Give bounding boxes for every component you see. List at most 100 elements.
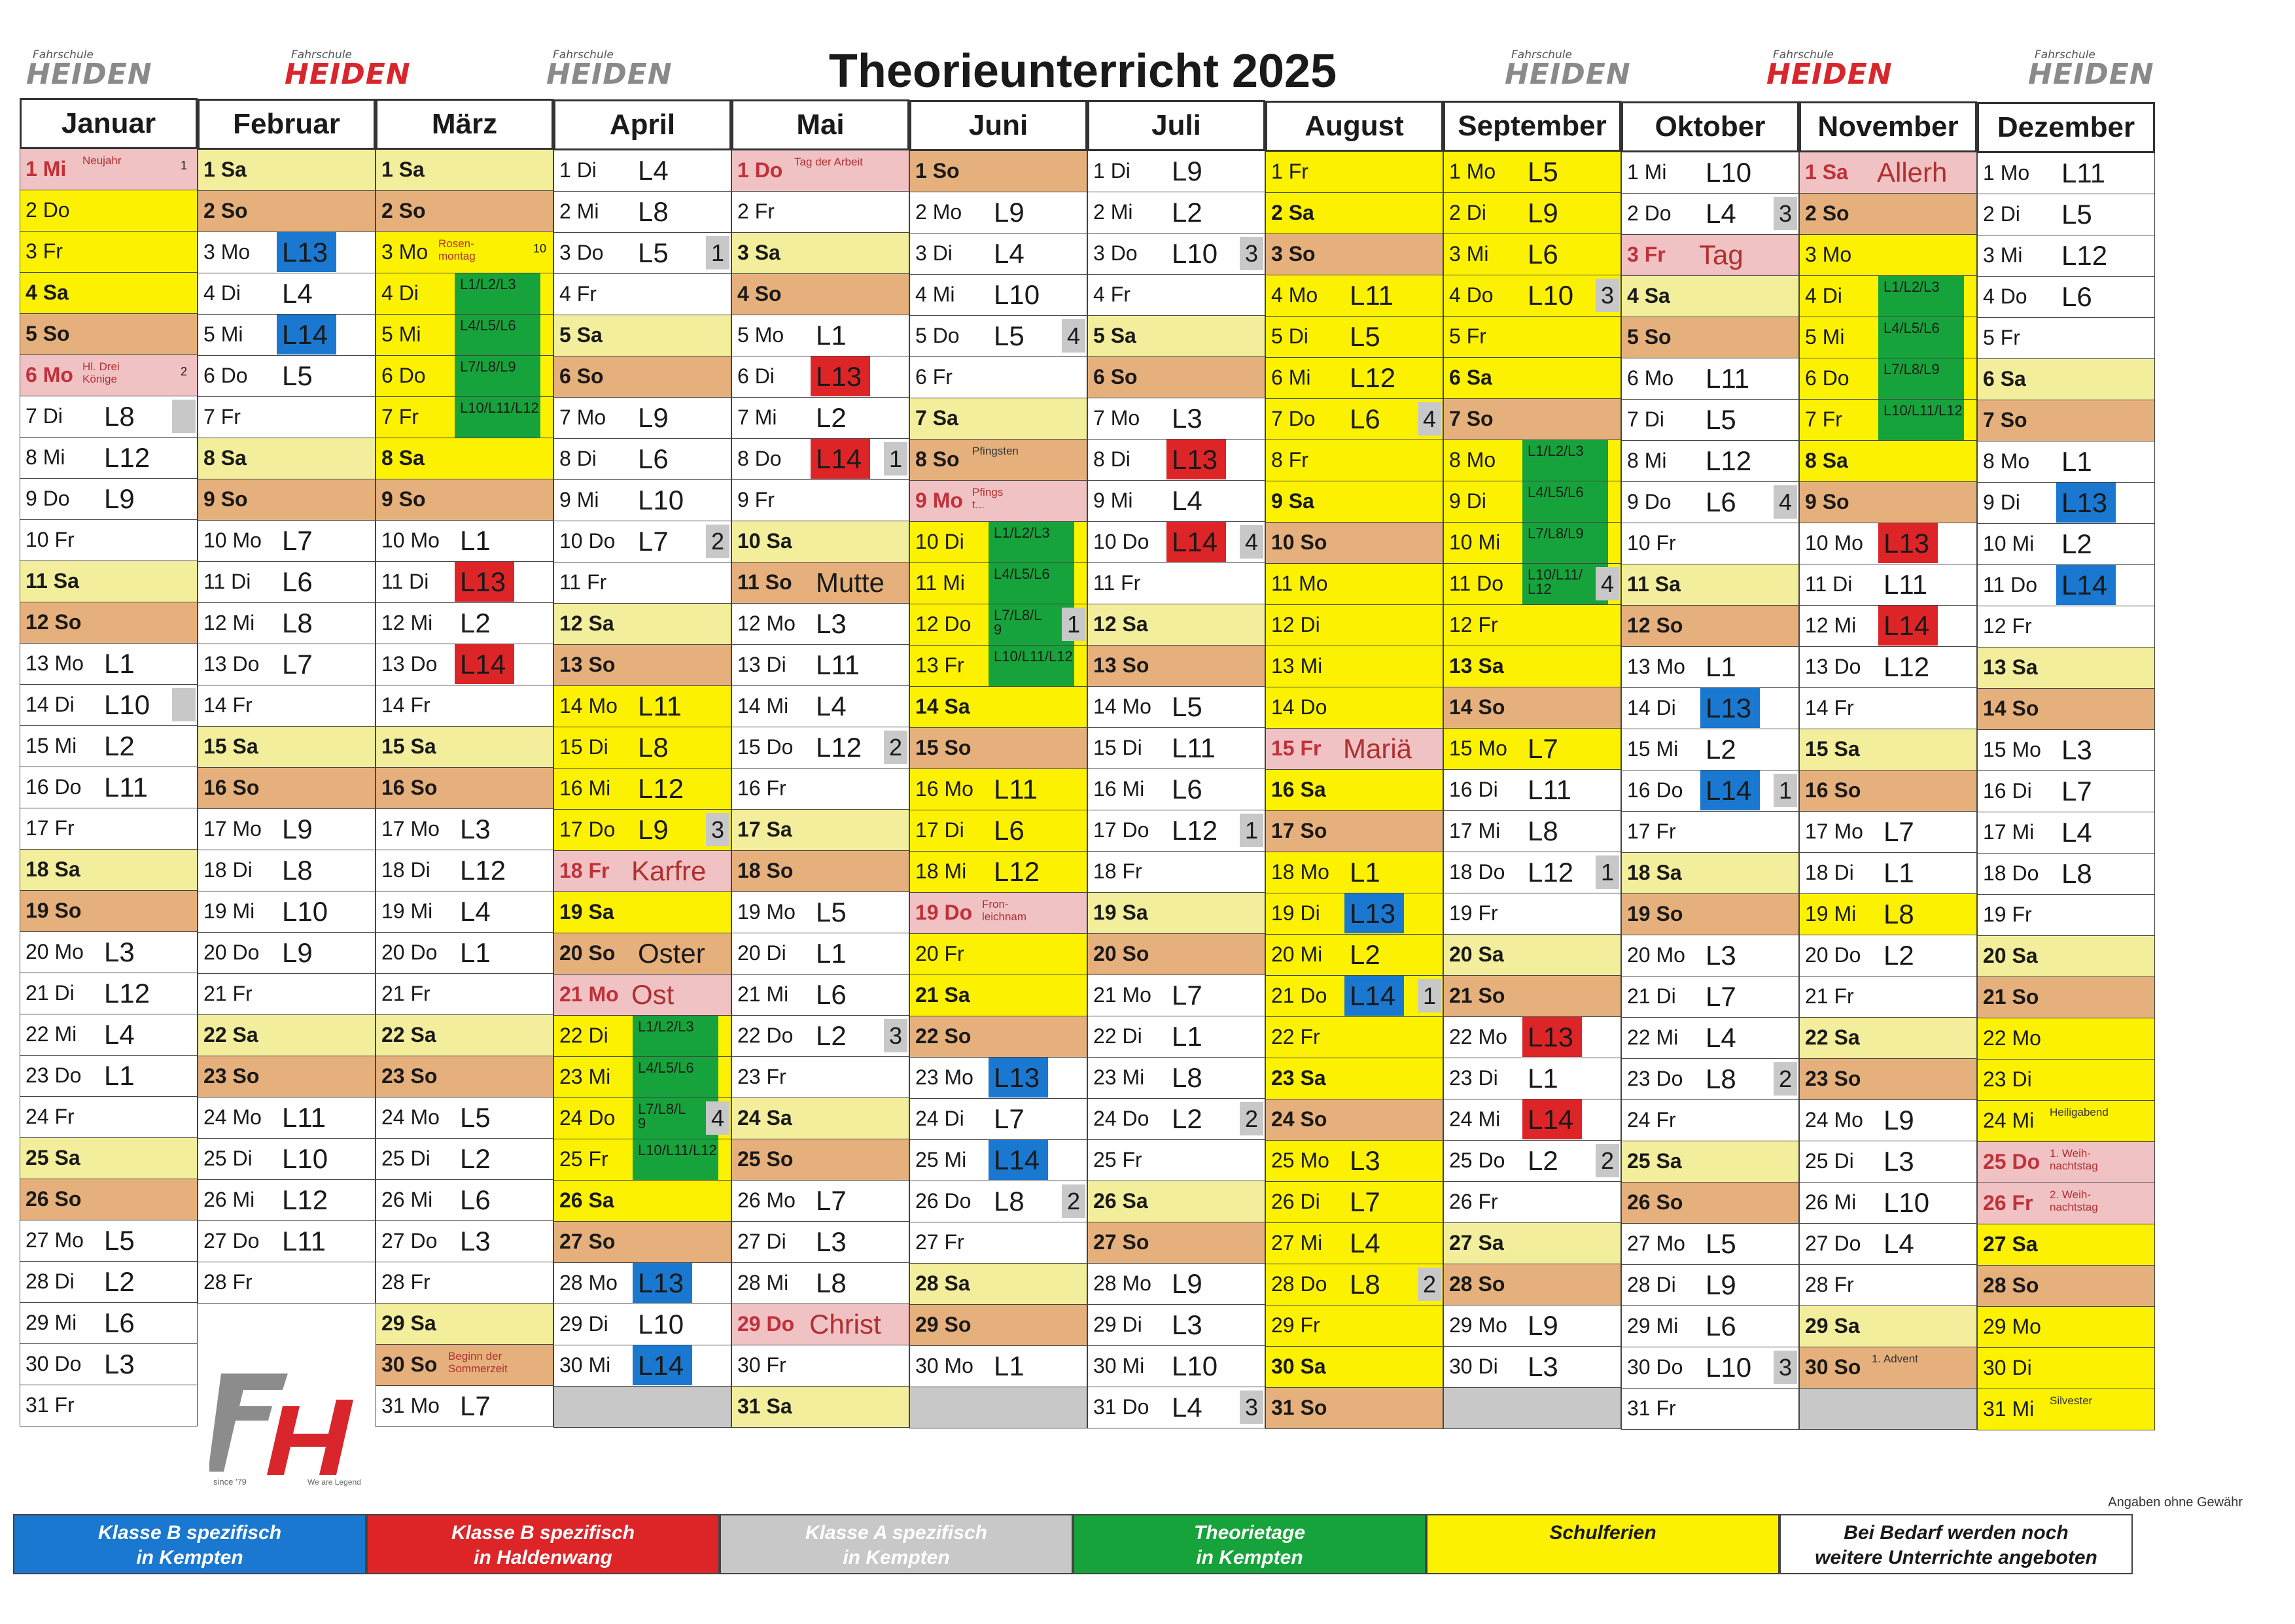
month-column: Januar 1 Mi Neujahr 1 2 Do 3 Fr 4 Sa 5 So 6 Mo Hl…: [20, 98, 198, 1426]
day-cell: 3 Do L10 3: [1087, 233, 1265, 275]
day-label: 21 Sa: [915, 983, 970, 1007]
lesson-label: L11: [2061, 158, 2105, 188]
day-label: 18 Di: [1805, 861, 1854, 884]
day-label: 6 Do: [1805, 366, 1849, 390]
lesson-badge: L14: [1700, 770, 1760, 810]
day-label: 4 Do: [1983, 285, 2027, 308]
day-cell: 14 Fr: [1799, 688, 1977, 729]
day-label: 8 So: [915, 447, 960, 471]
lesson-label: L12: [1172, 815, 1218, 846]
day-cell: 15 Sa: [198, 727, 376, 768]
day-label: 9 Mi: [559, 488, 599, 511]
lesson-label: L4: [1172, 485, 1202, 516]
day-label: 15 Sa: [381, 734, 436, 758]
day-cell: 24 So: [1265, 1099, 1443, 1141]
day-cell: 6 Do L5: [198, 356, 376, 397]
day-label: 23 Mi: [1093, 1065, 1145, 1089]
day-cell: 30 Do L3: [20, 1344, 198, 1385]
day-cell: 14 So: [1977, 689, 2155, 730]
day-cell: 27 Mi L4: [1265, 1223, 1443, 1264]
day-cell: 16 Fr: [731, 769, 909, 810]
lesson-label: Mariä: [1343, 733, 1412, 764]
day-cell: 15 Di L8: [553, 727, 731, 769]
month-column: Dezember 1 Mo L11 2 Di L5 3 Mi L12 4 Do L6 5 Fr 6 …: [1977, 102, 2155, 1430]
fh-tagline: We are Legend: [307, 1477, 361, 1487]
day-label: 12 Sa: [1093, 612, 1148, 636]
day-label: 18 Fr: [1093, 859, 1142, 883]
day-cell: 22 Fr: [1265, 1017, 1443, 1058]
day-cell: 12 Fr: [1443, 605, 1621, 646]
day-label: 29 Fr: [1271, 1313, 1320, 1337]
day-cell: 1 Di L4: [553, 150, 731, 192]
lesson-label: L4: [816, 691, 847, 721]
day-label: 18 Do: [1449, 860, 1505, 884]
day-label: 5 So: [1627, 325, 1672, 349]
day-label: 29 Mo: [1449, 1313, 1507, 1337]
day-cell: 6 Do L7/L8/L9: [376, 356, 553, 397]
day-label: 19 So: [1627, 902, 1683, 925]
day-label: 17 Mo: [203, 817, 262, 840]
day-cell: 2 So: [1799, 194, 1977, 235]
day-label: 26 Do: [915, 1189, 972, 1213]
month-column: April 1 Di L4 2 Mi L8 3 Do L5 1 4 Fr 5 Sa 6 So 7 Mo…: [553, 99, 731, 1428]
day-cell: 21 So: [1977, 977, 2155, 1018]
day-cell: 28 Fr: [198, 1262, 376, 1304]
lesson-badge: L1/L2/L3: [455, 273, 540, 314]
legend-item: Schulferien: [1426, 1514, 1779, 1574]
day-label: 4 Sa: [1627, 284, 1670, 307]
day-cell: 14 Mo L5: [1087, 687, 1265, 728]
day-label: 22 Sa: [381, 1023, 436, 1046]
lesson-label: L9: [638, 814, 669, 845]
day-cell: 25 Di L10: [198, 1139, 376, 1180]
day-cell: 20 Mo L3: [20, 932, 198, 973]
day-label: 22 Do: [737, 1024, 794, 1047]
day-cell: 2 Di L5: [1977, 194, 2155, 235]
week-number-marker: 2: [1240, 1102, 1263, 1135]
lesson-label: L9: [282, 937, 313, 968]
lesson-label: L11: [104, 772, 148, 803]
day-label: 17 Mo: [1805, 820, 1863, 843]
day-label: 19 Fr: [1983, 903, 2032, 926]
day-label: 20 Fr: [915, 942, 964, 965]
week-number-marker: 3: [1240, 237, 1263, 270]
day-label: 25 Sa: [26, 1146, 80, 1169]
lesson-badge: L14: [1166, 522, 1226, 562]
day-label: 10 Mi: [1449, 530, 1501, 554]
day-label: 17 Do: [1093, 818, 1149, 842]
lesson-badge: L10/L11/L12: [989, 646, 1074, 686]
month-header: Februar: [198, 99, 376, 150]
day-cell: 8 Fr: [1265, 440, 1443, 481]
day-label: 22 Mo: [1983, 1026, 2041, 1050]
day-cell: 18 Fr: [1087, 852, 1265, 893]
lesson-label: L5: [282, 360, 313, 391]
day-label: 1 Sa: [381, 158, 425, 181]
day-cell: 18 Di L1: [1799, 853, 1977, 894]
day-cell: 20 Sa: [1977, 936, 2155, 977]
logo-fahrschule-heiden-3: Fahrschule HEIDEN: [546, 48, 673, 91]
day-label: 12 Fr: [1983, 614, 2032, 638]
day-label: 1 Di: [1093, 159, 1130, 182]
day-cell: 3 Mo Rosen- montag 10: [376, 232, 553, 273]
day-cell: 5 Fr: [1443, 317, 1621, 358]
day-label: 25 Fr: [1093, 1148, 1142, 1171]
day-label: 10 Mo: [381, 528, 440, 552]
day-cell: 4 Di L1/L2/L3: [1799, 276, 1977, 317]
day-cell: 27 Mo L5: [20, 1220, 198, 1262]
day-cell: 29 Mi L6: [1621, 1306, 1799, 1347]
day-cell: 10 Mo L1: [376, 521, 553, 562]
day-label: 13 Sa: [1983, 655, 2038, 679]
day-cell: 21 Mo L7: [1087, 975, 1265, 1016]
day-cell: 6 Di L13: [731, 356, 909, 398]
lesson-label: Mutte: [816, 567, 885, 598]
day-cell: 28 Fr: [376, 1262, 553, 1304]
day-cell: 21 Di L7: [1621, 976, 1799, 1018]
lesson-label: L6: [638, 443, 669, 474]
day-cell: 9 Do L9: [20, 479, 198, 520]
day-cell: 9 Do L6 4: [1621, 482, 1799, 523]
day-cell: 18 Di L12: [376, 850, 553, 891]
day-label: 18 Mo: [1271, 860, 1329, 884]
day-cell: 11 Sa: [20, 561, 198, 602]
day-cell: 28 So: [1443, 1264, 1621, 1305]
day-label: 16 Mi: [1093, 777, 1145, 801]
lesson-label: L12: [460, 855, 506, 886]
